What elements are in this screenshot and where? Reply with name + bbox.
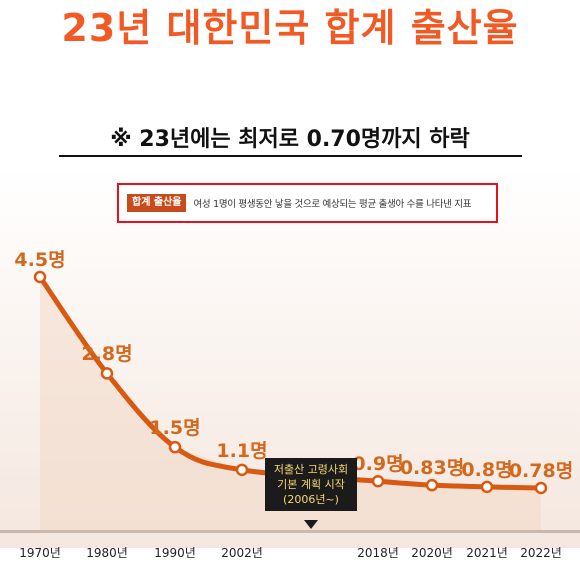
x-tick-label: 2002년 — [221, 546, 263, 560]
area-fill — [40, 277, 541, 530]
policy-callout: 저출산 고령사회 기본 계획 시작 (2006년~) — [265, 458, 357, 511]
callout-pointer — [304, 520, 318, 529]
definition-box: 합계 출산율 여성 1명이 평생동안 낳을 것으로 예상되는 평균 출생아 수를… — [117, 183, 498, 223]
data-label: 2.8명 — [81, 343, 133, 366]
data-label: 4.5명 — [14, 249, 66, 271]
page-title: 23년 대한민국 합계 출산율 — [61, 6, 519, 50]
data-label: 0.78명 — [508, 460, 574, 482]
data-point — [235, 463, 249, 477]
x-tick-label: 2022년 — [520, 546, 562, 560]
data-point — [480, 480, 494, 494]
data-label: 0.8명 — [461, 458, 513, 481]
data-label: 0.83명 — [399, 457, 465, 480]
x-tick-label: 1970년 — [19, 546, 61, 560]
data-point — [371, 474, 385, 488]
x-tick-label: 2021년 — [466, 546, 508, 560]
data-label: 1.1명 — [216, 439, 268, 462]
x-tick-label: 1980년 — [86, 546, 128, 560]
x-tick-label: 2020년 — [411, 546, 453, 560]
data-label: 0.9명 — [352, 453, 404, 476]
callout-line-2: 기본 계획 시작 — [277, 478, 345, 491]
chart-subtitle: ※ 23년에는 최저로 0.70명까지 하락 — [110, 127, 470, 152]
data-point — [534, 481, 548, 495]
callout-line-3: (2006년~) — [283, 493, 339, 506]
definition-tag: 합계 출산율 — [127, 194, 187, 212]
x-tick-label: 2018년 — [357, 546, 399, 560]
x-axis-line — [0, 530, 580, 533]
x-tick-label: 1990년 — [154, 546, 196, 560]
definition-text: 여성 1명이 평생동안 낳을 것으로 예상되는 평균 출생아 수를 나타낸 지표 — [193, 199, 472, 210]
data-point — [168, 440, 182, 454]
data-label: 1.5명 — [149, 417, 201, 440]
subtitle-underline — [59, 155, 522, 157]
data-point — [33, 270, 47, 284]
data-point — [425, 478, 439, 492]
data-point — [100, 367, 114, 380]
callout-line-1: 저출산 고령사회 — [273, 463, 349, 476]
